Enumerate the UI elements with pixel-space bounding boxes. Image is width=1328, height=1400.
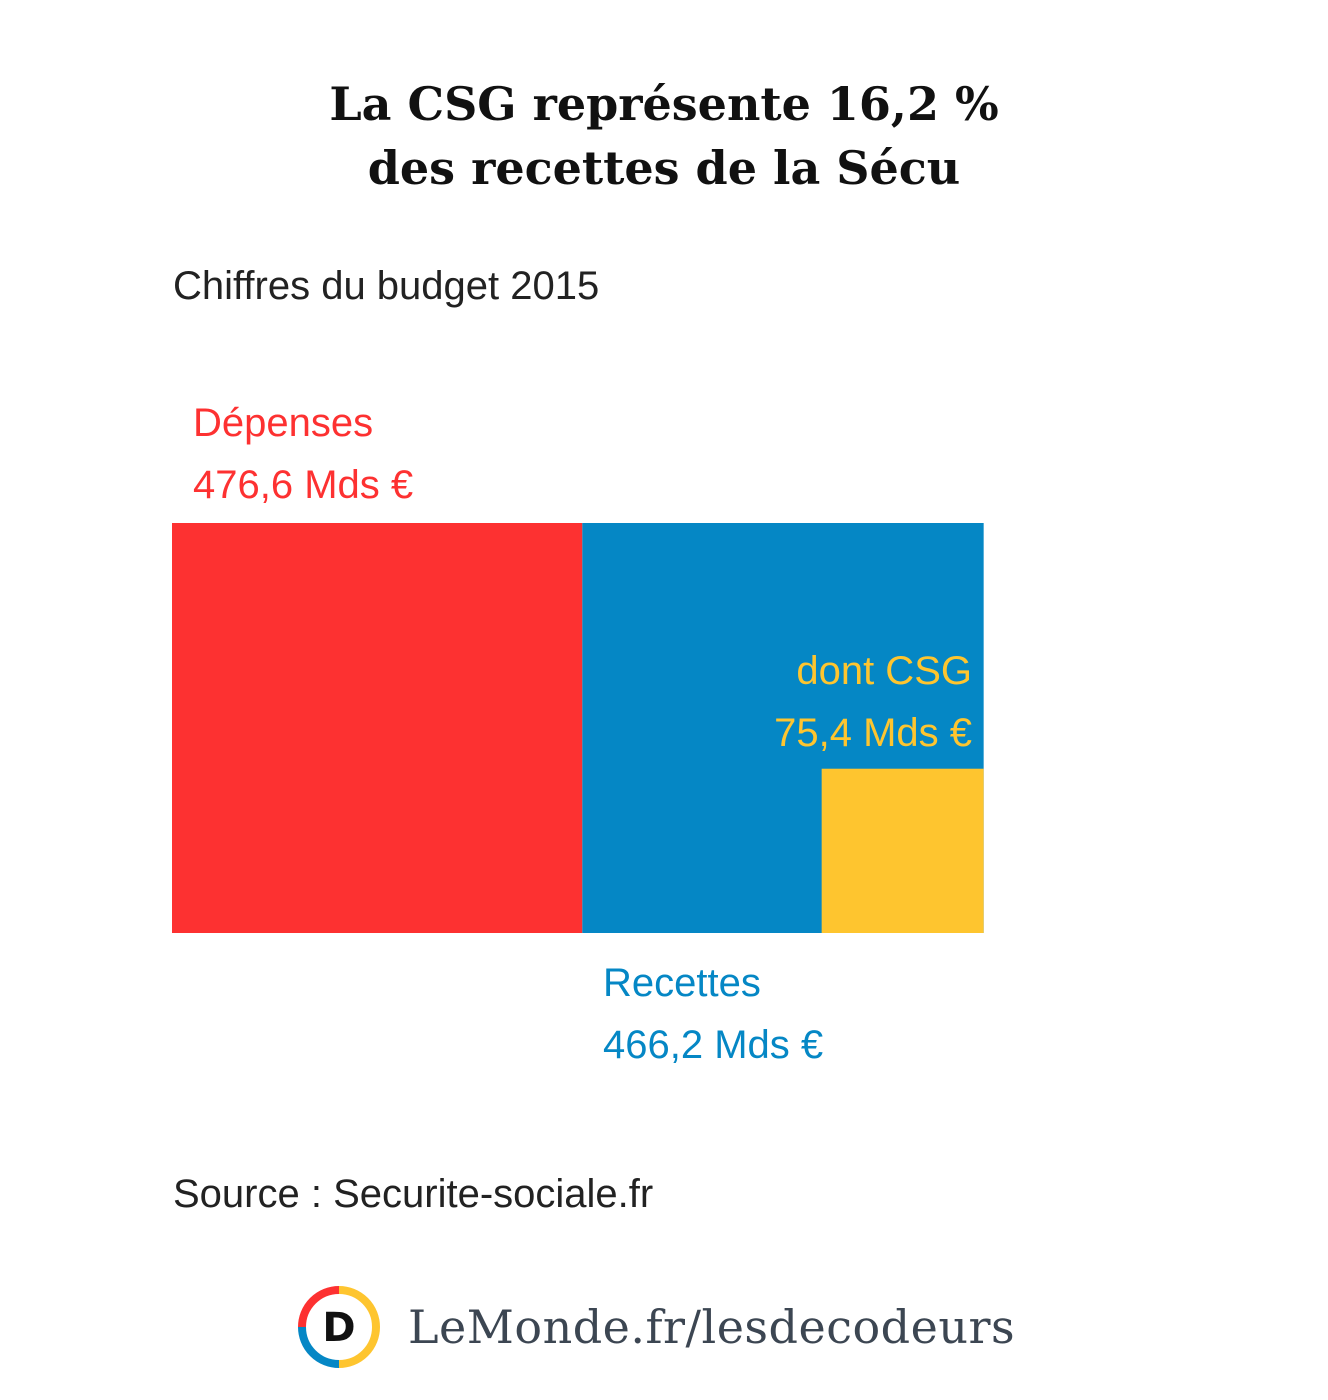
csg-value: 75,4 Mds € [774,711,972,755]
depenses-label: Dépenses 476,6 Mds € [193,392,413,516]
csg-area [821,768,984,933]
recettes-value: 466,2 Mds € [603,1023,824,1067]
logo-letter: D [322,1305,355,1351]
csg-name: dont CSG [796,649,972,693]
depenses-value: 476,6 Mds € [193,463,414,507]
lemonde-decodeurs-logo-icon: D [298,1286,380,1368]
recettes-label: Recettes 466,2 Mds € [603,952,823,1076]
source-note: Source : Securite-sociale.fr [173,1172,654,1216]
depenses-name: Dépenses [193,401,374,445]
recettes-name: Recettes [603,961,761,1005]
csg-label: dont CSG 75,4 Mds € [774,640,972,764]
chart-title-line-2: des recettes de la Sécu [367,141,961,195]
chart-title-line-1: La CSG représente 16,2 % [329,77,999,131]
chart-title: La CSG représente 16,2 % des recettes de… [164,72,1164,200]
footer-brand: D LeMonde.fr/lesdecodeurs [296,1284,1015,1370]
chart-subtitle: Chiffres du budget 2015 [173,264,600,308]
depenses-area [172,523,583,933]
footer-link-text: LeMonde.fr/lesdecodeurs [408,1300,1016,1354]
